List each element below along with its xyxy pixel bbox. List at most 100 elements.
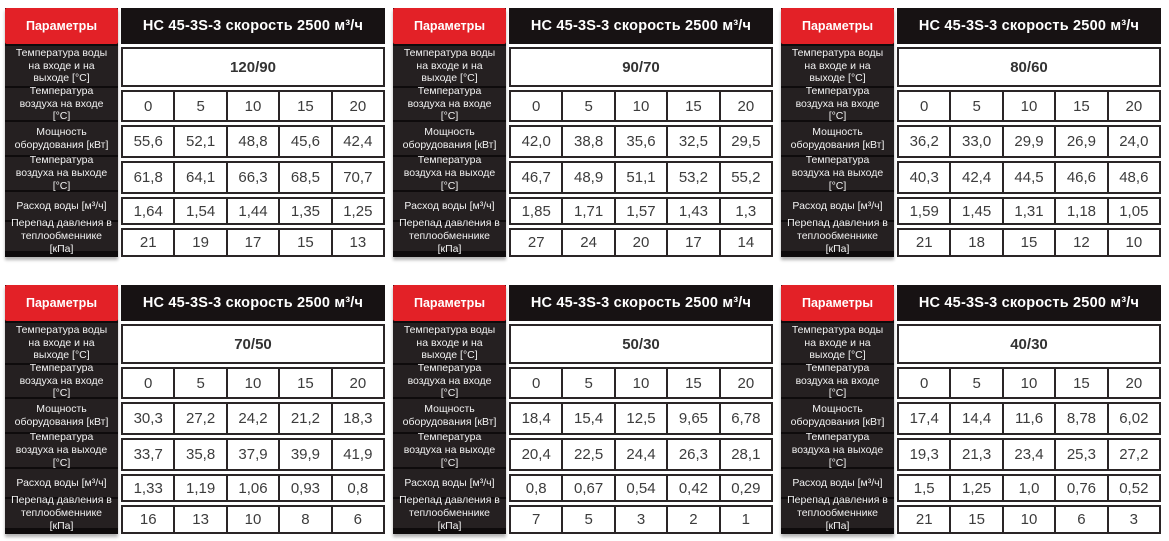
labels-column: Параметры Температура воды на входе и на…	[5, 8, 118, 257]
labels-column: Параметры Температура воды на входе и на…	[781, 8, 894, 257]
row-label-water-flow: Расход воды [м³/ч]	[5, 192, 118, 220]
value-cell: 7	[509, 505, 564, 534]
value-cell: 18,4	[509, 402, 564, 435]
value-cell: 0,52	[1106, 474, 1162, 502]
parameters-table: Параметры Температура воды на входе и на…	[393, 285, 774, 534]
value-cell: 1,25	[949, 474, 1004, 502]
row-label-power: Мощность оборудования [кВт]	[5, 399, 118, 432]
water-temp-row: 70/50	[121, 324, 385, 364]
value-cell: 8,78	[1054, 402, 1109, 435]
value-cell: 14,4	[949, 402, 1004, 435]
row-label-pressure-drop: Перепад давления в теплообменнике [кПа]	[5, 494, 118, 532]
value-cell: 0,42	[666, 474, 721, 502]
parameters-table: Параметры Температура воды на входе и на…	[393, 8, 774, 257]
power-row: 36,2 33,0 29,9 26,9 24,0	[897, 125, 1162, 158]
value-cell: 13	[330, 228, 386, 257]
row-label-power: Мощность оборудования [кВт]	[393, 122, 506, 155]
row-label-power: Мощность оборудования [кВт]	[5, 122, 118, 155]
power-row: 17,4 14,4 11,6 8,78 6,02	[897, 402, 1162, 435]
row-label-pressure-drop: Перепад давления в теплообменнике [кПа]	[393, 494, 506, 532]
value-cell: 15	[1054, 90, 1109, 122]
parameters-table: Параметры Температура воды на входе и на…	[781, 285, 1162, 534]
model-header: НС 45-3S-3 скорость 2500 м³/ч	[897, 8, 1161, 44]
air-inlet-temp-row: 0 5 10 15 20	[897, 90, 1162, 122]
value-cell: 33,0	[949, 125, 1004, 158]
value-cell: 15	[666, 90, 721, 122]
value-cell: 10	[225, 505, 281, 534]
value-cell: 15,4	[561, 402, 616, 435]
value-cell: 20,4	[509, 438, 564, 471]
water-temp-value: 90/70	[509, 47, 773, 87]
water-flow-row: 1,5 1,25 1,0 0,76 0,52	[897, 474, 1162, 502]
air-outlet-temp-row: 20,4 22,5 24,4 26,3 28,1	[509, 438, 774, 471]
row-label-air-inlet-temp: Температура воздуха на входе [°C]	[393, 85, 506, 122]
power-row: 42,0 38,8 35,6 32,5 29,5	[509, 125, 774, 158]
value-cell: 22,5	[561, 438, 616, 471]
parameters-badge: Параметры	[393, 8, 506, 44]
value-cell: 21,3	[949, 438, 1004, 471]
value-cell: 42,0	[509, 125, 564, 158]
row-label-air-inlet-temp: Температура воздуха на входе [°C]	[393, 362, 506, 399]
value-cell: 1,35	[278, 197, 333, 225]
value-cell: 16	[121, 505, 176, 534]
value-cell: 55,6	[121, 125, 176, 158]
row-label-water-temp: Температура воды на входе и на выходе [°…	[393, 323, 506, 363]
value-cell: 37,9	[225, 438, 281, 471]
value-cell: 38,8	[561, 125, 616, 158]
row-label-air-outlet-temp: Температура воздуха на выходе [°C]	[393, 154, 506, 192]
value-cell: 45,6	[278, 125, 333, 158]
row-label-water-flow: Расход воды [м³/ч]	[393, 192, 506, 220]
value-cell: 5	[561, 90, 616, 122]
water-temp-row: 40/30	[897, 324, 1161, 364]
value-cell: 11,6	[1001, 402, 1057, 435]
model-header: НС 45-3S-3 скорость 2500 м³/ч	[121, 8, 385, 44]
water-temp-value: 80/60	[897, 47, 1161, 87]
row-label-air-outlet-temp: Температура воздуха на выходе [°C]	[781, 431, 894, 469]
value-cell: 29,9	[1001, 125, 1057, 158]
row-label-water-flow: Расход воды [м³/ч]	[393, 469, 506, 497]
labels-column: Параметры Температура воды на входе и на…	[393, 285, 506, 534]
row-label-power: Мощность оборудования [кВт]	[781, 399, 894, 432]
value-cell: 20	[330, 90, 386, 122]
parameters-badge: Параметры	[5, 285, 118, 321]
value-cell: 1,18	[1054, 197, 1109, 225]
value-cell: 12,5	[613, 402, 669, 435]
value-cell: 27,2	[1106, 438, 1162, 471]
data-column: НС 45-3S-3 скорость 2500 м³/ч 50/30 0 5 …	[509, 285, 774, 534]
water-temp-row: 120/90	[121, 47, 385, 87]
value-cell: 17	[666, 228, 721, 257]
pressure-drop-row: 21 15 10 6 3	[897, 505, 1162, 534]
air-inlet-temp-row: 0 5 10 15 20	[121, 367, 386, 399]
value-cell: 64,1	[173, 161, 228, 194]
value-cell: 20	[718, 367, 774, 399]
row-label-pressure-drop: Перепад давления в теплообменнике [кПа]	[781, 494, 894, 532]
pressure-drop-row: 16 13 10 8 6	[121, 505, 386, 534]
value-cell: 1,05	[1106, 197, 1162, 225]
value-cell: 20	[1106, 367, 1162, 399]
value-cell: 39,9	[278, 438, 333, 471]
value-cell: 0	[897, 90, 952, 122]
value-cell: 61,8	[121, 161, 176, 194]
water-temp-value: 70/50	[121, 324, 385, 364]
air-outlet-temp-row: 40,3 42,4 44,5 46,6 48,6	[897, 161, 1162, 194]
value-cell: 41,9	[330, 438, 386, 471]
value-cell: 0,8	[509, 474, 564, 502]
row-label-water-flow: Расход воды [м³/ч]	[5, 469, 118, 497]
value-cell: 28,1	[718, 438, 774, 471]
value-cell: 1	[718, 505, 774, 534]
row-label-air-inlet-temp: Температура воздуха на входе [°C]	[5, 85, 118, 122]
value-cell: 1,45	[949, 197, 1004, 225]
parameters-table: Параметры Температура воды на входе и на…	[5, 285, 386, 534]
value-cell: 15	[1054, 367, 1109, 399]
labels-column: Параметры Температура воды на входе и на…	[393, 8, 506, 257]
value-cell: 10	[225, 90, 281, 122]
value-cell: 10	[1001, 90, 1057, 122]
row-label-pressure-drop: Перепад давления в теплообменнике [кПа]	[5, 217, 118, 255]
value-cell: 3	[1106, 505, 1162, 534]
value-cell: 6,02	[1106, 402, 1162, 435]
water-flow-row: 1,64 1,54 1,44 1,35 1,25	[121, 197, 386, 225]
value-cell: 9,65	[666, 402, 721, 435]
value-cell: 5	[561, 505, 616, 534]
row-label-air-inlet-temp: Температура воздуха на входе [°C]	[781, 85, 894, 122]
value-cell: 3	[613, 505, 669, 534]
